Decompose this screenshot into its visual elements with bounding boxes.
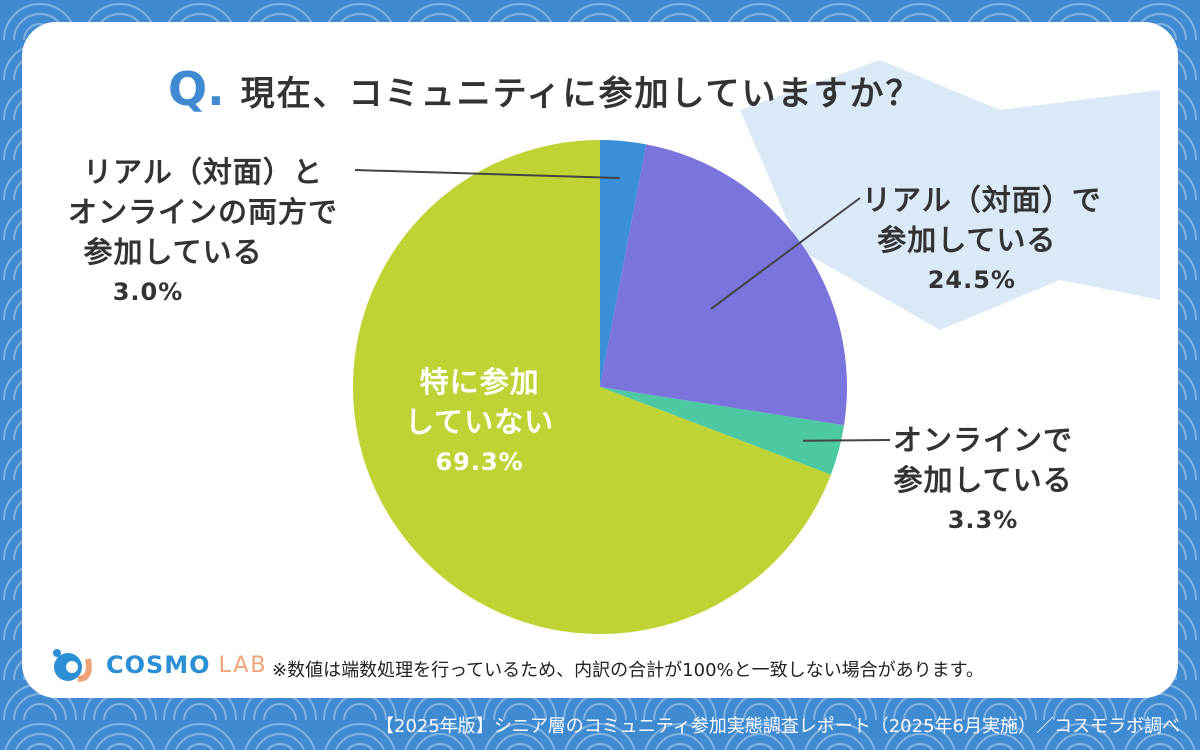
logo-mark-icon — [53, 649, 92, 682]
pie-slice-0 — [600, 140, 647, 387]
leader-line — [802, 439, 891, 442]
value-label: 69.3% — [435, 448, 524, 476]
logo-text: COSMO — [106, 651, 211, 679]
pie-slice-1 — [600, 144, 847, 426]
cosmo-lab-logo: COSMO LAB — [48, 645, 268, 685]
leader-line — [710, 197, 861, 310]
slice-label-none: 特に参加 していない 69.3% — [405, 362, 554, 482]
pie-slice-3 — [353, 140, 831, 634]
label-line: リアル（対面）と — [83, 155, 323, 189]
question-text: 現在、コミュニティに参加していますか？ — [240, 74, 922, 114]
value-label: 3.0% — [112, 278, 184, 306]
footnote: ※数値は端数処理を行っているため、内訳の合計が100%と一致しない場合があります… — [272, 660, 984, 681]
label-line: オンラインで — [893, 423, 1074, 457]
value-label: 24.5% — [927, 266, 1016, 294]
label-line: オンラインの両方で — [68, 195, 339, 229]
slice-label-real: リアル（対面）で 参加している 24.5% — [862, 180, 1102, 300]
value-label: 3.3% — [947, 506, 1019, 534]
label-line: 特に参加 — [419, 365, 540, 399]
pie-slice-2 — [600, 387, 845, 475]
slice-label-both: リアル（対面）と オンラインの両方で 参加している 3.0% — [68, 152, 338, 312]
slice-label-online: オンラインで 参加している 3.3% — [893, 420, 1073, 540]
leader-line — [354, 169, 620, 179]
question-mark-q: Q. — [168, 62, 225, 116]
question-title: Q. 現在、コミュニティに参加していますか？ — [168, 62, 922, 116]
label-line: 参加している — [893, 463, 1073, 497]
label-line: 参加している — [83, 235, 263, 269]
label-line: していない — [405, 405, 555, 439]
label-line: リアル（対面）で — [862, 183, 1102, 217]
logo-subtext: LAB — [218, 652, 268, 678]
source-credit: 【2025年版】シニア層のコミュニティ参加実態調査レポート（2025年6月実施）… — [376, 716, 1180, 737]
label-line: 参加している — [877, 223, 1057, 257]
